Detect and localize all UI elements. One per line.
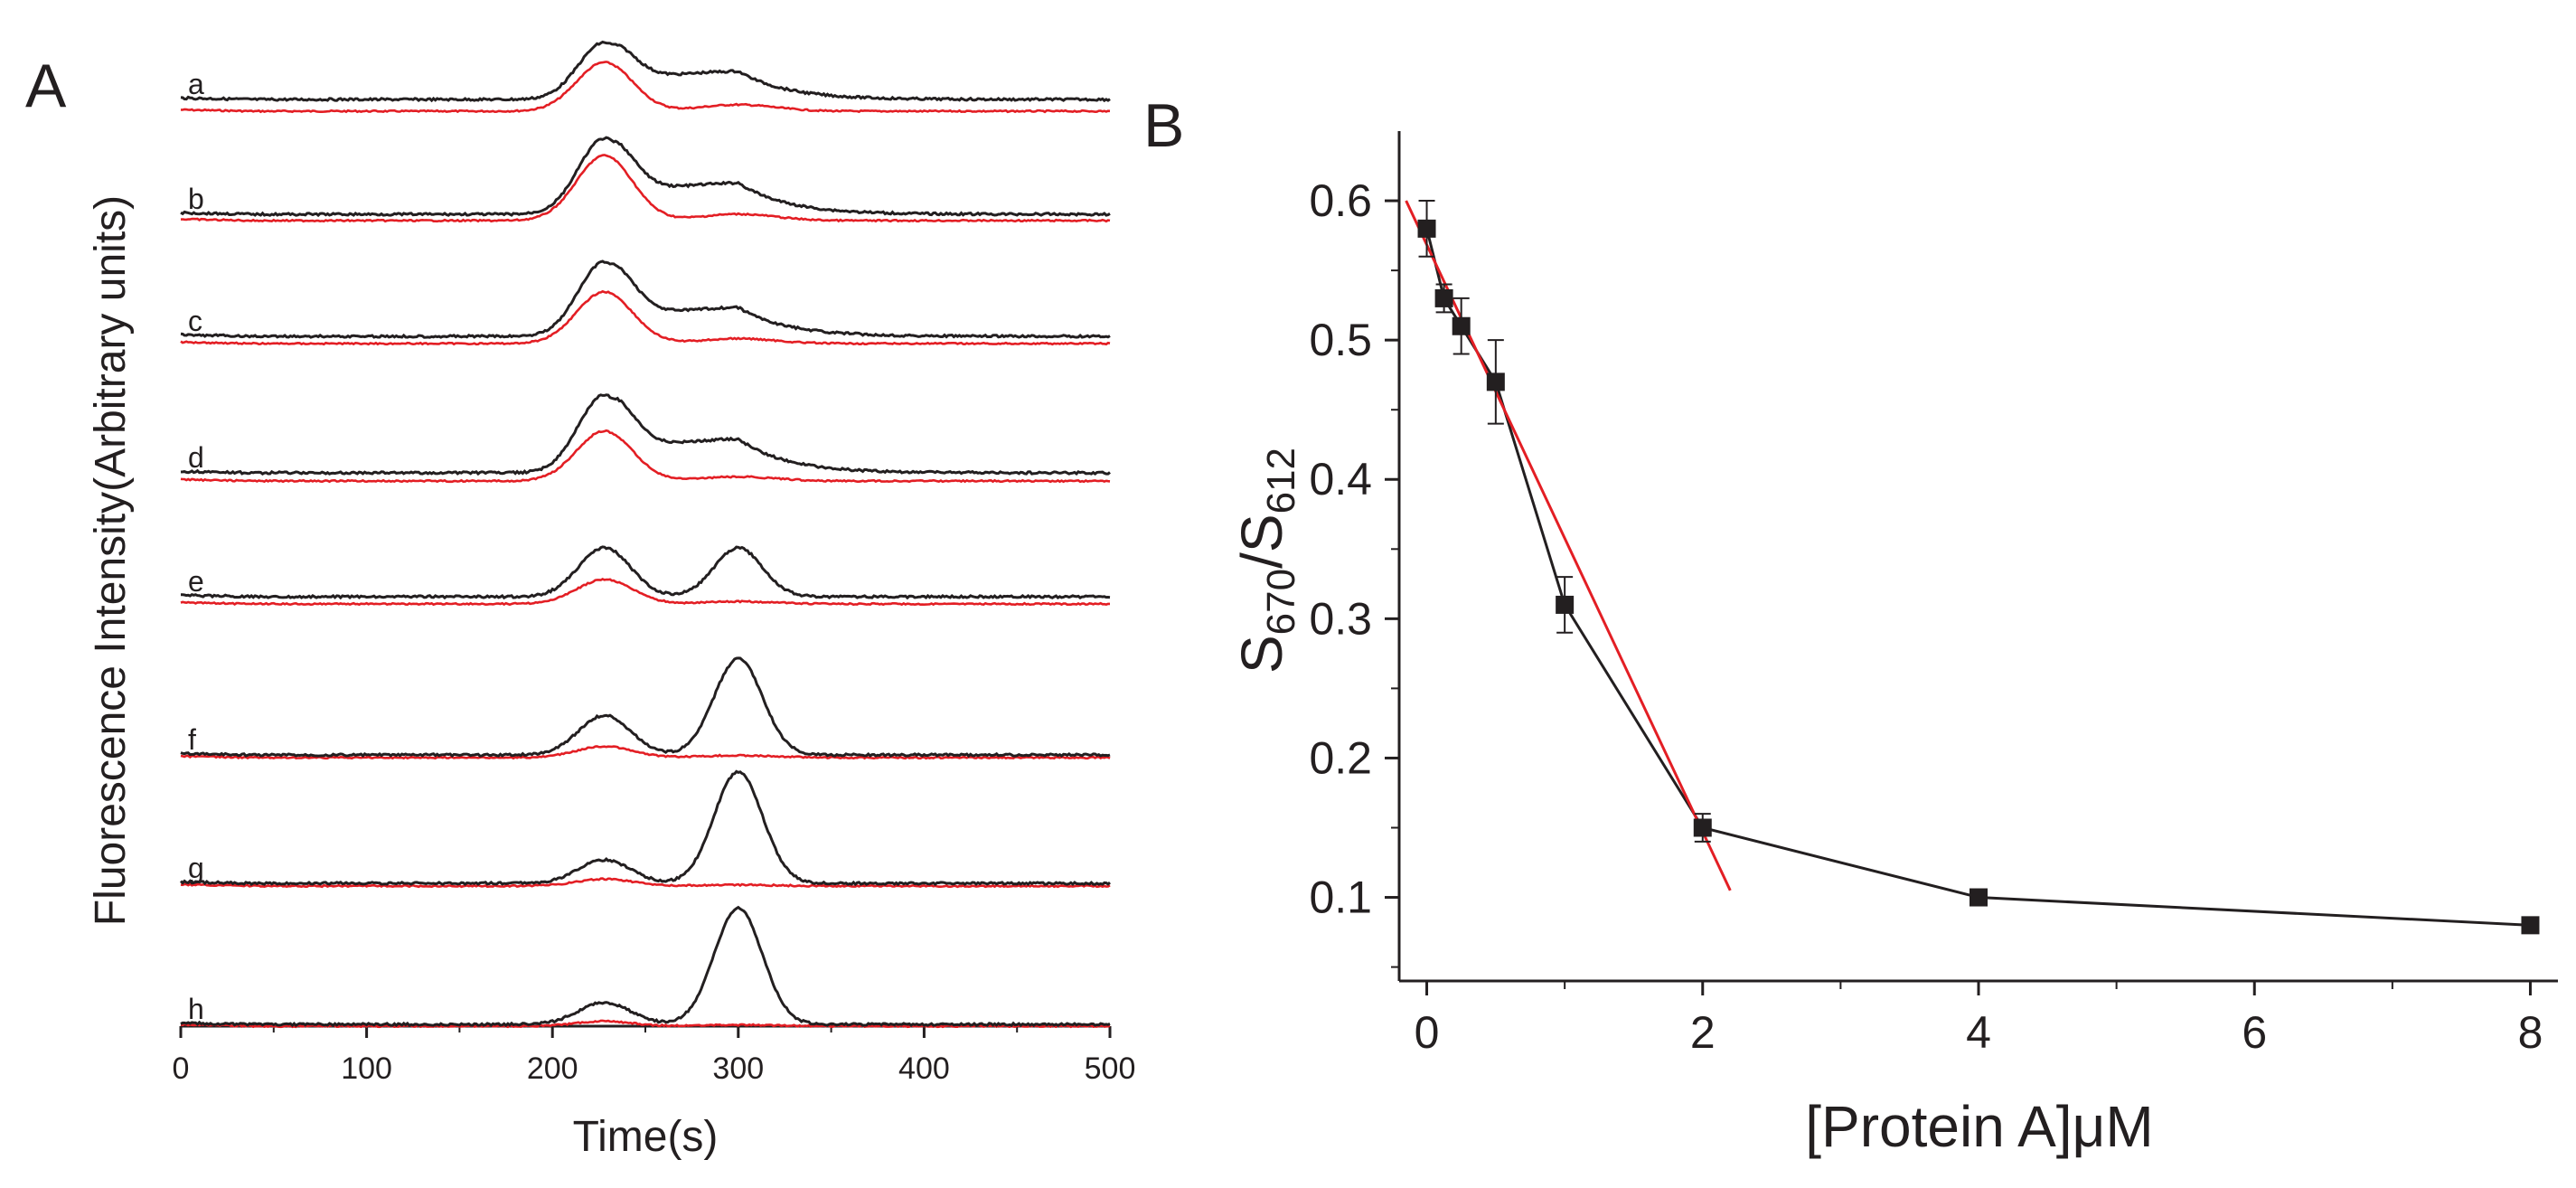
- b-x-tick-label: 6: [2242, 1007, 2267, 1058]
- b-y-tick-label: 0.2: [1309, 732, 1372, 783]
- trace-a-red: [180, 61, 1111, 114]
- trace-label: a: [188, 68, 204, 100]
- b-y-tick-label: 0.3: [1309, 593, 1372, 644]
- trace-d-red: [180, 429, 1111, 484]
- b-y-tick-label: 0.4: [1309, 454, 1372, 504]
- a-x-tick-label: 200: [527, 1051, 578, 1086]
- trace-a-black: [180, 40, 1111, 103]
- trace-g-black: [179, 769, 1111, 887]
- panel-b-ticks: 0 2 4 6 8 0.1 0.2 0.3 0.4 0.5 0.6: [1309, 175, 2543, 1058]
- b-data-point: [2521, 916, 2540, 935]
- trace-label: g: [188, 852, 204, 884]
- b-data-point: [1434, 288, 1453, 307]
- b-y-tick-label: 0.6: [1309, 175, 1372, 226]
- b-x-tick-label: 4: [1966, 1007, 1991, 1058]
- a-x-tick-label: 0: [173, 1051, 190, 1086]
- b-x-tick-label: 2: [1690, 1007, 1716, 1058]
- a-x-tick-label: 300: [712, 1051, 764, 1086]
- panel-a-x-ticks: 0 100 200 300 400 500: [173, 1026, 1136, 1086]
- trace-f-red: [180, 745, 1111, 760]
- a-x-tick-label: 500: [1085, 1051, 1136, 1086]
- b-fit-line: [1405, 200, 1732, 891]
- b-y-tick-label: 0.1: [1309, 872, 1372, 923]
- panel-b: B 0 2 4 6 80.10.20.30.40.50.6 [Protein A]μM …: [1143, 91, 2558, 1159]
- trace-label: e: [188, 565, 204, 598]
- trace-label: d: [188, 441, 204, 474]
- b-x-tick-label: 8: [2518, 1007, 2543, 1058]
- b-series-line: [1425, 228, 2531, 927]
- panel-b-y-label: S670/S612: [1229, 448, 1303, 674]
- b-x-tick-label: 0: [1415, 1007, 1440, 1058]
- trace-h-red: [180, 1019, 1111, 1029]
- trace-f-black: [180, 656, 1111, 759]
- trace-b-black: [180, 136, 1111, 218]
- trace-g-red: [180, 877, 1111, 889]
- trace-c-red: [180, 289, 1111, 346]
- a-x-tick-label: 100: [341, 1051, 392, 1086]
- trace-b-red: [180, 154, 1111, 223]
- panel-a-letter: A: [25, 52, 67, 120]
- trace-label: f: [188, 723, 196, 756]
- panel-a-traces: a b c d e f g h: [179, 40, 1111, 1029]
- b-data-point: [1556, 595, 1575, 614]
- b-data-point: [1486, 372, 1505, 391]
- trace-label: b: [188, 183, 204, 215]
- panel-a-y-label: Fluorescence Intensity(Arbitrary units): [87, 195, 135, 926]
- trace-d-black: [180, 393, 1111, 476]
- trace-h-black: [180, 905, 1111, 1028]
- trace-e-red: [180, 578, 1110, 607]
- b-data-point: [1452, 316, 1471, 335]
- b-data-point: [1970, 888, 1988, 907]
- b-data-point: [1417, 219, 1436, 238]
- panel-b-data: [1405, 200, 2540, 935]
- trace-c-black: [180, 259, 1111, 339]
- b-data-point: [1693, 818, 1712, 837]
- trace-label: c: [188, 305, 202, 337]
- b-y-tick-label: 0.5: [1309, 315, 1372, 365]
- panel-b-letter: B: [1143, 91, 1184, 160]
- trace-e-black: [181, 545, 1111, 600]
- panel-a: A 0 100 200 300 400 500 a b c d e f g h Time(s) Fluo…: [25, 40, 1136, 1161]
- panel-a-x-label: Time(s): [573, 1113, 719, 1161]
- panel-b-x-label: [Protein A]μM: [1805, 1094, 2153, 1159]
- trace-label: h: [188, 993, 204, 1025]
- a-x-tick-label: 400: [898, 1051, 950, 1086]
